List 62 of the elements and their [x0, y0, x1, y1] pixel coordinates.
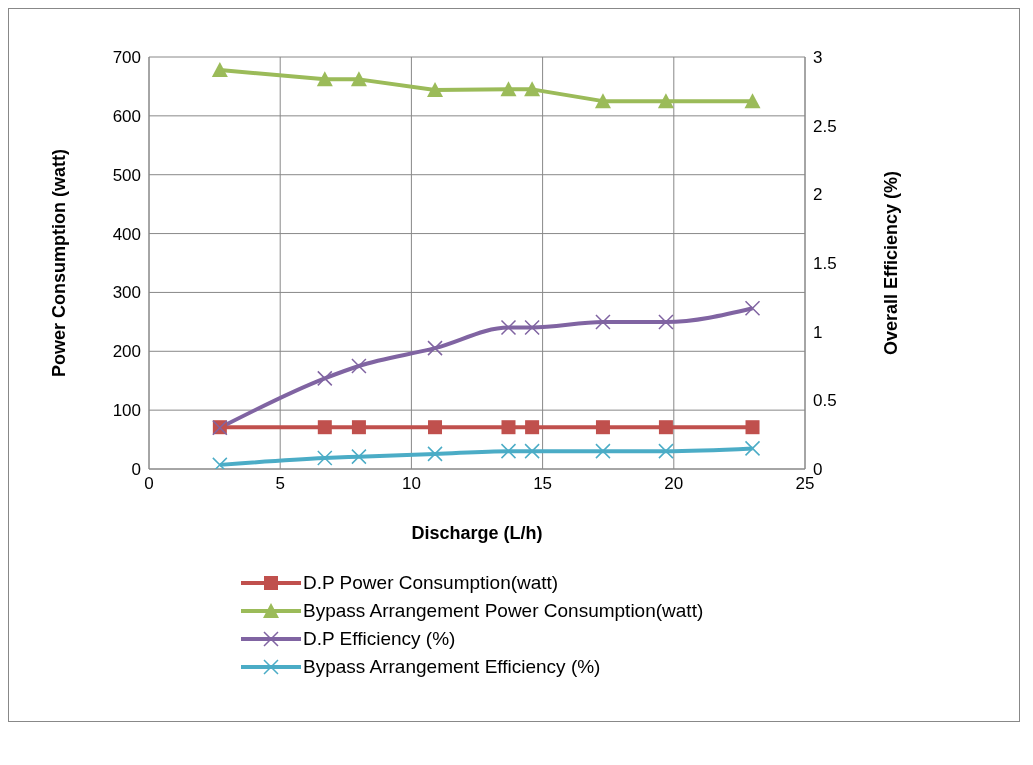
- point: [500, 81, 517, 97]
- point: [524, 319, 540, 336]
- point: [525, 420, 540, 435]
- point: [317, 450, 333, 466]
- point: [211, 61, 228, 77]
- point: [658, 443, 674, 459]
- x-tick-label: 15: [533, 474, 553, 494]
- y-tick-label: 0: [131, 460, 141, 480]
- point: [524, 81, 541, 97]
- point: [595, 314, 611, 330]
- y-tick-label: 500: [112, 165, 141, 185]
- point: [594, 93, 611, 109]
- point: [744, 93, 761, 109]
- point: [351, 358, 367, 374]
- y2-tick-label: 3: [813, 48, 823, 68]
- y2-tick-label: 0.5: [813, 391, 837, 411]
- point: [212, 457, 228, 469]
- point: [427, 81, 444, 97]
- y2-tick-label: 0: [813, 460, 823, 480]
- point: [501, 420, 516, 435]
- point: [524, 443, 540, 459]
- y-tick-label: 300: [112, 283, 141, 303]
- y2-tick-label: 1: [813, 322, 823, 342]
- y-axis-title: Power Consumption (watt): [49, 149, 70, 377]
- y2-tick-label: 2: [813, 185, 823, 205]
- point: [744, 440, 761, 457]
- x-axis-title: Discharge (L/h): [411, 523, 543, 543]
- y2-tick-label: 2.5: [813, 116, 837, 136]
- x-tick-label: 20: [664, 474, 684, 494]
- legend-label: D.P Power Consumption(watt): [303, 572, 559, 594]
- point: [317, 420, 332, 435]
- y-tick-label: 100: [112, 401, 141, 421]
- point: [657, 93, 674, 109]
- y-tick-label: 700: [112, 48, 141, 68]
- x-tick-label: 0: [144, 474, 154, 494]
- y2-axis-title: Overall Efficiency (%): [881, 170, 902, 356]
- point: [745, 420, 760, 435]
- y-tick-label: 200: [112, 342, 141, 362]
- point: [350, 71, 367, 87]
- point: [427, 340, 443, 356]
- point: [658, 314, 674, 330]
- point: [351, 420, 366, 435]
- point: [317, 370, 333, 387]
- y-tick-label: 400: [112, 224, 141, 244]
- x-tick-label: 5: [275, 474, 285, 494]
- legend-label: Bypass Arrangement Efficiency (%): [303, 656, 601, 678]
- x-tick-label: 10: [401, 474, 421, 494]
- y-tick-label: 600: [112, 106, 141, 126]
- y2-tick-label: 1.5: [813, 254, 837, 274]
- point: [427, 446, 443, 462]
- point: [744, 300, 761, 317]
- point: [351, 448, 367, 465]
- point: [500, 319, 517, 336]
- point: [658, 420, 673, 435]
- legend-label: Bypass Arrangement Power Consumption(watt): [303, 600, 704, 622]
- point: [316, 71, 333, 87]
- legend-label: D.P Efficiency (%): [303, 628, 456, 650]
- point: [595, 443, 611, 459]
- x-tick-label: 25: [795, 474, 815, 494]
- point: [428, 420, 443, 435]
- point: [595, 420, 610, 435]
- point: [500, 443, 517, 459]
